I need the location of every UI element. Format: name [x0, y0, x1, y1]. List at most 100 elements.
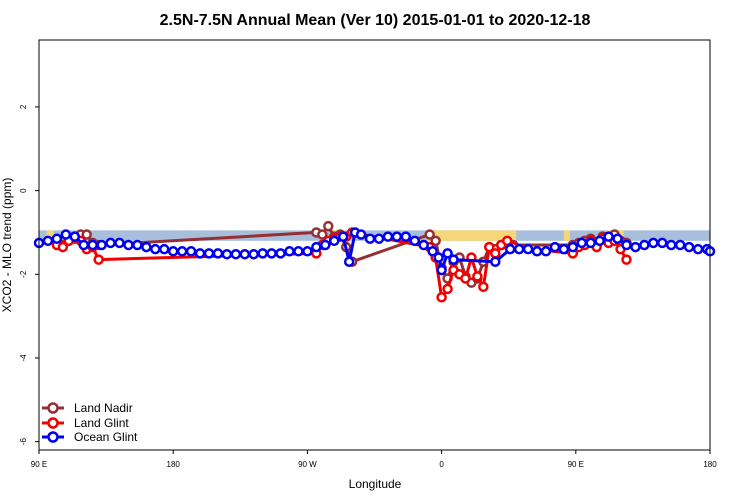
- data-point-ocean-glint: [320, 239, 331, 251]
- data-point-ocean-glint: [60, 229, 72, 240]
- data-point-land-glint: [501, 235, 513, 247]
- data-point-ocean-glint: [176, 246, 188, 257]
- plot-frame: [38, 39, 711, 451]
- data-point-ocean-glint: [275, 248, 286, 259]
- data-point-ocean-glint: [355, 229, 367, 240]
- data-point-ocean-glint: [531, 246, 543, 257]
- data-point-land-glint: [621, 254, 632, 265]
- y-axis-label: XCO2 - MLO trend (ppm): [0, 178, 14, 313]
- legend-marker-ocean-glint: [47, 431, 59, 443]
- data-point-ocean-glint: [442, 248, 453, 259]
- data-point-ocean-glint: [141, 241, 152, 253]
- data-point-land-nadir: [430, 235, 441, 247]
- y-tick-label: -4: [19, 354, 28, 362]
- legend-marker-land-nadir: [47, 402, 59, 414]
- data-point-ocean-glint: [69, 231, 81, 242]
- data-point-ocean-glint: [612, 233, 623, 244]
- data-point-ocean-glint: [427, 246, 438, 257]
- data-point-ocean-glint: [674, 239, 686, 251]
- data-point-land-glint: [490, 248, 501, 259]
- x-tick-label: 180: [703, 460, 717, 469]
- data-point-ocean-glint: [576, 237, 588, 249]
- data-point-land-glint: [478, 281, 489, 293]
- data-point-ocean-glint: [96, 239, 107, 251]
- data-point-ocean-glint: [337, 231, 349, 242]
- data-point-ocean-glint: [87, 239, 98, 251]
- data-point-ocean-glint: [522, 243, 534, 255]
- legend-label-land-nadir: Land Nadir: [74, 401, 133, 415]
- y-tick-label: -2: [19, 270, 28, 278]
- legend-entry-ocean-glint: Ocean Glint: [42, 430, 138, 444]
- data-point-ocean-glint: [302, 246, 313, 257]
- legend-marker-land-glint: [47, 417, 59, 429]
- data-point-land-glint: [460, 273, 471, 284]
- data-point-ocean-glint: [490, 256, 501, 267]
- data-point-ocean-glint: [123, 239, 134, 251]
- data-point-ocean-glint: [639, 239, 650, 251]
- data-point-ocean-glint: [657, 237, 668, 249]
- data-point-ocean-glint: [364, 233, 376, 244]
- data-point-land-nadir: [81, 229, 92, 240]
- data-point-ocean-glint: [382, 231, 394, 242]
- land-band-segment: [563, 230, 570, 241]
- data-point-land-glint: [484, 241, 495, 253]
- data-point-ocean-glint: [212, 248, 224, 259]
- data-point-ocean-glint: [504, 243, 516, 255]
- data-point-ocean-glint: [343, 256, 355, 267]
- data-point-ocean-glint: [159, 243, 170, 255]
- data-point-ocean-glint: [692, 243, 704, 255]
- data-point-ocean-glint: [558, 243, 570, 255]
- data-point-ocean-glint: [594, 235, 605, 247]
- legend-label-land-glint: Land Glint: [74, 416, 129, 430]
- data-point-ocean-glint: [221, 248, 233, 260]
- data-point-land-nadir: [317, 229, 328, 240]
- data-point-ocean-glint: [630, 241, 641, 253]
- data-point-ocean-glint: [78, 239, 89, 251]
- data-point-ocean-glint: [391, 231, 403, 242]
- x-tick-label: 90 E: [31, 460, 47, 469]
- data-point-ocean-glint: [248, 248, 259, 260]
- x-axis-ticks: 90 E 180 90 W 0 90 E 180: [31, 450, 717, 469]
- data-point-land-glint: [57, 241, 69, 253]
- data-point-ocean-glint: [284, 246, 295, 257]
- data-point-ocean-glint: [167, 246, 179, 257]
- legend-entry-land-glint: Land Glint: [42, 416, 129, 430]
- y-tick-label: 2: [19, 104, 28, 109]
- series-layer: [33, 220, 716, 303]
- legend-label-ocean-glint: Ocean Glint: [74, 430, 138, 444]
- data-point-ocean-glint: [239, 248, 251, 260]
- data-point-ocean-glint: [132, 239, 143, 251]
- data-point-land-glint: [472, 271, 483, 282]
- data-point-ocean-glint: [194, 248, 206, 259]
- y-axis-ticks: 2 0 -2 -4 -6: [19, 104, 39, 445]
- data-point-ocean-glint: [373, 233, 385, 244]
- data-point-ocean-glint: [513, 243, 525, 255]
- data-point-land-glint: [436, 292, 447, 303]
- data-point-ocean-glint: [409, 235, 421, 247]
- data-point-ocean-glint: [621, 239, 632, 251]
- data-point-ocean-glint: [114, 237, 125, 249]
- data-point-ocean-glint: [185, 246, 197, 257]
- x-tick-label: 90 E: [568, 460, 584, 469]
- data-point-ocean-glint: [203, 248, 215, 259]
- data-point-ocean-glint: [105, 237, 116, 249]
- data-point-land-glint: [93, 254, 104, 265]
- x-tick-label: 0: [439, 460, 444, 469]
- data-point-ocean-glint: [311, 241, 322, 253]
- land-band-segment: [426, 230, 517, 241]
- data-point-ocean-glint: [567, 241, 579, 253]
- y-tick-label: -6: [19, 438, 28, 446]
- x-axis-label: Longitude: [349, 477, 402, 491]
- data-point-ocean-glint: [448, 254, 459, 265]
- legend-entry-land-nadir: Land Nadir: [42, 401, 133, 415]
- data-point-ocean-glint: [683, 241, 695, 253]
- x-tick-label: 180: [167, 460, 181, 469]
- data-point-ocean-glint: [266, 248, 277, 259]
- data-point-ocean-glint: [648, 237, 659, 249]
- data-point-ocean-glint: [400, 231, 412, 242]
- data-point-ocean-glint: [603, 231, 614, 242]
- data-point-ocean-glint: [665, 239, 677, 251]
- data-point-ocean-glint: [585, 237, 596, 249]
- data-point-ocean-glint: [257, 248, 268, 259]
